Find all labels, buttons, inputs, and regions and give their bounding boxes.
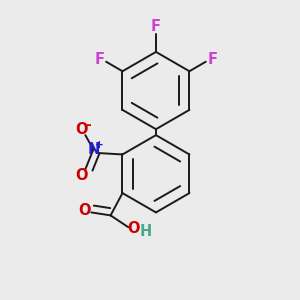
- Text: F: F: [207, 52, 217, 67]
- Text: H: H: [140, 224, 152, 239]
- Text: O: O: [76, 122, 88, 137]
- Text: N: N: [87, 142, 100, 157]
- Text: +: +: [95, 140, 104, 150]
- Text: -: -: [85, 118, 91, 132]
- Text: O: O: [76, 168, 88, 183]
- Text: O: O: [128, 221, 140, 236]
- Text: O: O: [79, 203, 91, 218]
- Text: F: F: [94, 52, 105, 67]
- Text: F: F: [151, 19, 161, 34]
